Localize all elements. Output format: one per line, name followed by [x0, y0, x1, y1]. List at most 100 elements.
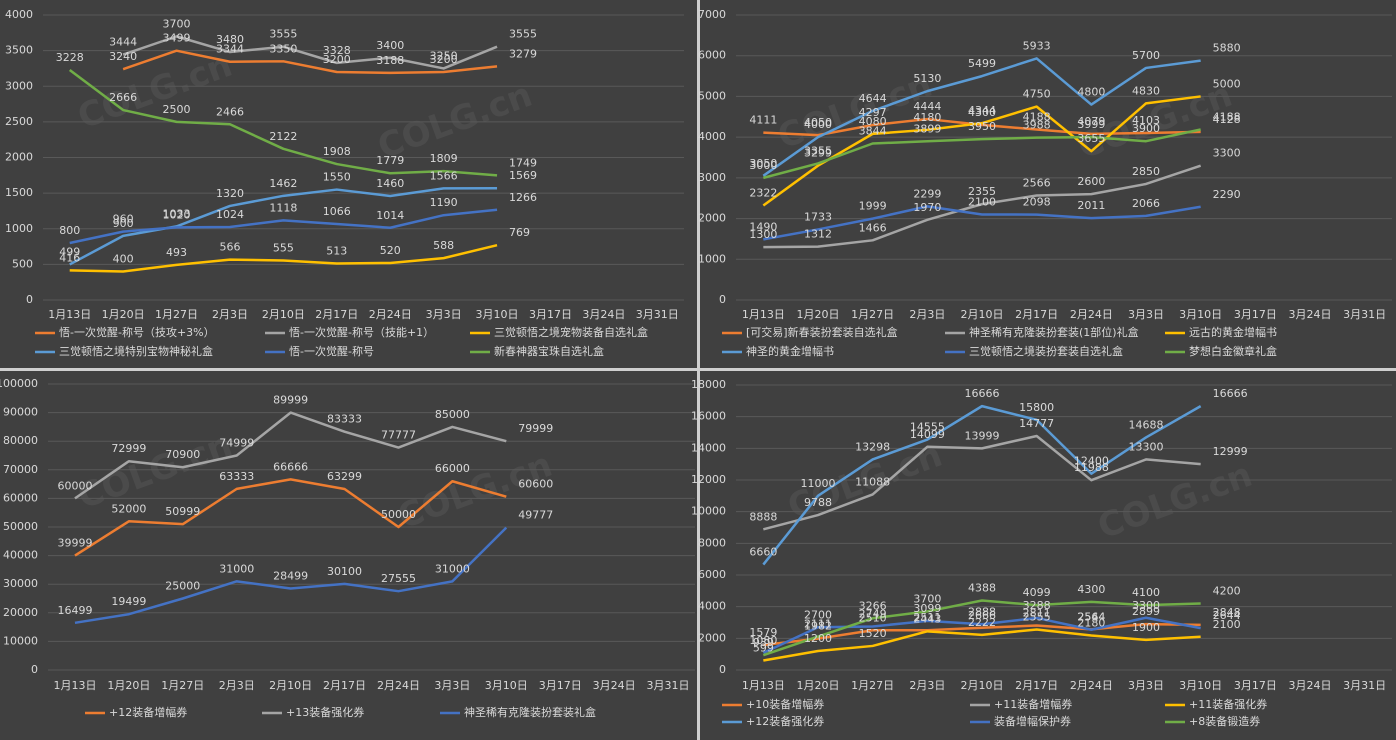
data-label: 769	[509, 226, 530, 239]
y-tick-label: 0	[719, 293, 726, 306]
y-tick-label: 1500	[5, 186, 33, 199]
y-tick-label: 2000	[698, 631, 726, 644]
legend-label: 悟-一次觉醒-称号（技攻+3%）	[59, 325, 215, 339]
x-tick-label: 3月24日	[1289, 679, 1332, 692]
x-tick-label: 1月20日	[102, 308, 145, 321]
data-label: 2700	[804, 608, 832, 621]
data-label: 1320	[216, 187, 244, 200]
legend-label: +12装备强化券	[746, 714, 824, 728]
data-label: 5700	[1132, 49, 1160, 62]
x-tick-label: 3月24日	[582, 308, 625, 321]
data-label: 416	[59, 251, 80, 264]
data-label: 28499	[273, 569, 308, 582]
data-label: 52000	[111, 502, 146, 515]
data-label: 2811	[1023, 606, 1051, 619]
series-line	[69, 186, 498, 266]
data-label: 3555	[269, 28, 297, 41]
data-label: 499	[59, 245, 80, 258]
data-label: 2222	[968, 616, 996, 629]
data-label: 3950	[968, 120, 996, 133]
data-label: 1490	[749, 220, 777, 233]
x-tick-label: 3月31日	[636, 308, 679, 321]
x-tick-label: 3月31日	[1343, 308, 1386, 321]
data-label: 2888	[968, 605, 996, 618]
x-tick-label: 3月17日	[529, 308, 572, 321]
y-tick-label: 3000	[5, 79, 33, 92]
data-label: 11988	[1074, 461, 1109, 474]
x-tick-label: 2月24日	[1070, 308, 1113, 321]
data-label: 3700	[163, 17, 191, 30]
x-tick-label: 2月10日	[961, 679, 1004, 692]
legend-label: [可交易]新春装扮套装自选礼盒	[746, 325, 898, 339]
data-label: 1190	[430, 196, 458, 209]
data-label: 493	[166, 246, 187, 259]
data-label: 3444	[109, 36, 137, 49]
legend-label: 梦想白金徽章礼盒	[1189, 344, 1277, 358]
legend-label: 神圣稀有克隆装扮套装礼盒	[464, 705, 596, 719]
data-label: 2355	[968, 185, 996, 198]
data-label: 77777	[381, 429, 416, 442]
data-label: 3999	[1077, 118, 1105, 131]
data-label: 3328	[323, 44, 351, 57]
x-tick-label: 1月27日	[851, 308, 894, 321]
data-label: 3288	[1023, 599, 1051, 612]
y-tick-label: 3500	[5, 44, 33, 57]
data-label: 2100	[968, 196, 996, 209]
data-label: 1520	[859, 627, 887, 640]
data-label: 2290	[1213, 188, 1241, 201]
data-label: 2749	[859, 607, 887, 620]
series-line	[762, 57, 1201, 177]
data-label: 2566	[1023, 177, 1051, 190]
series-line	[69, 208, 498, 245]
x-tick-label: 2月3日	[219, 679, 255, 692]
data-label: 2299	[913, 187, 941, 200]
data-label: 3844	[859, 124, 887, 137]
data-label: 960	[113, 213, 134, 226]
data-label: 1566	[430, 169, 458, 182]
y-tick-label: 10000	[691, 505, 726, 518]
data-label: 1579	[749, 626, 777, 639]
x-tick-label: 3月3日	[1128, 679, 1164, 692]
y-tick-label: 0	[26, 293, 33, 306]
data-label: 1733	[804, 210, 832, 223]
data-label: 4644	[859, 92, 887, 105]
legend-label: 三觉顿悟之境特别宝物神秘礼盒	[59, 344, 213, 358]
data-label: 4297	[859, 106, 887, 119]
data-label: 1312	[804, 228, 832, 241]
x-tick-label: 2月3日	[212, 308, 248, 321]
series-line	[74, 478, 507, 557]
y-tick-label: 18000	[691, 378, 726, 391]
legend-label: +8装备锻造券	[1189, 714, 1260, 728]
data-label: 49777	[518, 509, 553, 522]
data-label: 2564	[1077, 610, 1105, 623]
data-label: 13999	[965, 429, 1000, 442]
data-label: 79999	[518, 422, 553, 435]
data-label: 1466	[859, 221, 887, 234]
data-label: 3350	[269, 42, 297, 55]
series-line	[762, 616, 1201, 655]
data-label: 3344	[216, 43, 244, 56]
legend-label: 三觉顿悟之境宠物装备自选礼盒	[494, 325, 648, 339]
data-label: 74999	[219, 437, 254, 450]
data-label: 13298	[855, 440, 890, 453]
x-tick-label: 3月10日	[476, 308, 519, 321]
data-label: 8888	[749, 510, 777, 523]
x-tick-label: 1月13日	[48, 308, 91, 321]
data-label: 4180	[913, 111, 941, 124]
data-label: 2850	[1132, 165, 1160, 178]
data-label: 3355	[804, 144, 832, 157]
panel	[700, 0, 1396, 368]
data-label: 1569	[509, 169, 537, 182]
data-label: 4080	[859, 115, 887, 128]
data-label: 2098	[1023, 196, 1051, 209]
data-label: 2500	[163, 103, 191, 116]
data-label: 63333	[219, 470, 254, 483]
data-label: 3200	[323, 53, 351, 66]
legend-label: 悟-一次觉醒-称号（技能+1）	[289, 325, 434, 339]
data-label: 31000	[219, 562, 254, 575]
data-label: 4300	[968, 106, 996, 119]
data-label: 30100	[327, 565, 362, 578]
y-tick-label: 40000	[3, 549, 38, 562]
x-tick-label: 2月10日	[961, 308, 1004, 321]
data-label: 12999	[1213, 445, 1248, 458]
